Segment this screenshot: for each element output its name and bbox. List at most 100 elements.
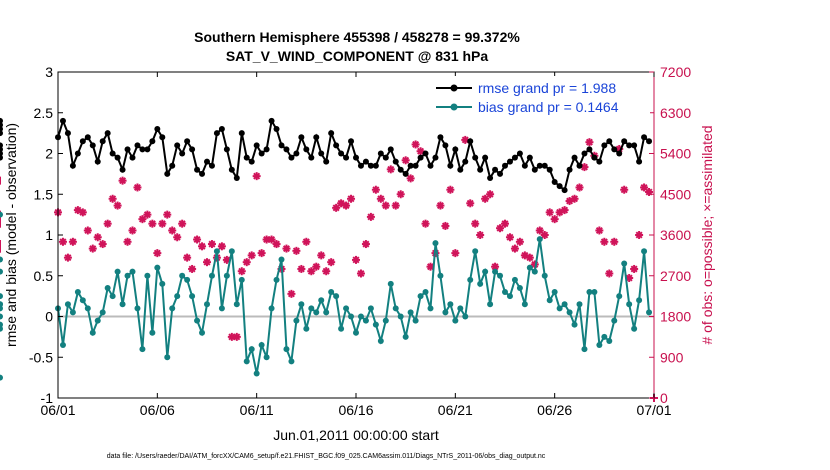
bias-point: [184, 276, 191, 283]
y-axis-left: -1 -0.5 0 0.5 1 1.5 2 2.5 3: [29, 64, 63, 406]
rmse-point: [308, 154, 315, 161]
bias-point: [561, 301, 568, 308]
rmse-point: [343, 154, 350, 161]
bias-point: [243, 358, 250, 365]
rmse-point: [89, 142, 96, 149]
rmse-point: [149, 138, 156, 145]
rmse-point: [0, 146, 3, 153]
rmse-point: [208, 162, 215, 169]
obs-count-point: [217, 242, 226, 251]
rmse-point: [194, 166, 201, 173]
bias-point: [531, 268, 538, 275]
bias-point: [467, 276, 474, 283]
obs-count-point: [515, 237, 524, 246]
y-tick-label: -1: [41, 390, 54, 406]
rmse-point: [179, 150, 186, 157]
obs-count-point: [366, 212, 375, 221]
rmse-point: [298, 134, 305, 141]
bias-point: [293, 317, 300, 324]
bias-point: [387, 280, 394, 287]
bias-point: [303, 325, 310, 332]
rmse-point: [223, 146, 230, 153]
bias-point: [134, 305, 141, 312]
bias-point: [208, 272, 215, 279]
rmse-point: [531, 166, 538, 173]
footnote: data file: /Users/raeder/DAI/ATM_forcXX/…: [107, 453, 546, 460]
obs-count-point: [267, 235, 276, 244]
bias-point: [223, 272, 230, 279]
rmse-point: [516, 150, 523, 157]
obs-count-point: [441, 221, 450, 230]
bias-point: [477, 280, 484, 287]
rmse-point: [69, 162, 76, 169]
bias-point: [0, 256, 3, 263]
rmse-point: [263, 146, 270, 153]
x-tick-label: 06/11: [240, 402, 274, 418]
obs-count-point: [183, 253, 192, 262]
obs-count-point: [356, 269, 365, 278]
rmse-point: [422, 150, 429, 157]
bias-point: [308, 305, 315, 312]
rmse-point: [452, 146, 459, 153]
bias-point: [566, 309, 573, 316]
bias-point: [0, 321, 3, 328]
obs-count-point: [501, 219, 509, 228]
rmse-point: [551, 179, 558, 186]
obs-count-point: [371, 185, 380, 194]
rmse-point: [94, 158, 101, 165]
y-tick-label: 3: [45, 64, 53, 80]
obs-count-point: [237, 267, 246, 276]
bias-point: [502, 289, 508, 296]
rmse-point: [546, 166, 553, 173]
bias-point: [263, 354, 270, 361]
bias-point: [452, 317, 459, 324]
obs-count-point: [610, 237, 619, 246]
bias-point: [348, 313, 355, 320]
obs-count-point: [282, 244, 291, 253]
rmse-point: [64, 130, 71, 137]
obs-count-point: [327, 258, 336, 267]
bias-point: [551, 289, 558, 296]
rmse-point: [367, 162, 374, 169]
rmse-point: [124, 146, 131, 153]
obs-count-point: [550, 215, 559, 224]
x-axis-label: Jun.01,2011 00:00:00 start: [273, 427, 439, 443]
bias-point: [114, 268, 121, 275]
rmse-point: [506, 158, 513, 165]
rmse-point: [511, 154, 518, 161]
obs-count-point: [292, 246, 301, 255]
bias-point: [199, 329, 206, 336]
obs-count-point: [332, 203, 341, 212]
obs-count-point: [595, 226, 604, 235]
obs-count-point: [133, 183, 142, 192]
obs-count-point: [247, 251, 256, 260]
x-tick-label: 06/21: [438, 402, 473, 418]
x-tick-label: 06/16: [338, 402, 373, 418]
bias-point: [442, 309, 449, 316]
obs-count-point: [242, 258, 251, 267]
obs-count-point: [198, 242, 207, 251]
legend-bias-label: bias grand pr = 0.1464: [478, 99, 619, 115]
bias-point: [482, 268, 489, 275]
bias-point: [601, 333, 608, 340]
obs-count-point: [635, 231, 644, 239]
y2-tick-label: 0: [660, 390, 668, 406]
bias-point: [606, 337, 613, 344]
obs-count-point: [322, 267, 331, 276]
rmse-point: [268, 117, 275, 124]
bias-point: [174, 293, 181, 300]
obs-count-point: [58, 237, 67, 246]
x-tick-label: 06/01: [40, 402, 75, 418]
bias-point: [447, 301, 454, 308]
obs-count-point: [153, 249, 162, 258]
obs-count-point: [312, 262, 321, 271]
rmse-point: [601, 142, 608, 149]
rmse-point: [357, 162, 364, 169]
bias-point: [417, 293, 424, 300]
bias-point: [233, 301, 240, 308]
bias-point: [362, 317, 369, 324]
obs-count-point: [645, 187, 654, 196]
bias-point: [149, 329, 156, 336]
bias-point: [213, 248, 220, 255]
bias-point: [154, 264, 161, 271]
